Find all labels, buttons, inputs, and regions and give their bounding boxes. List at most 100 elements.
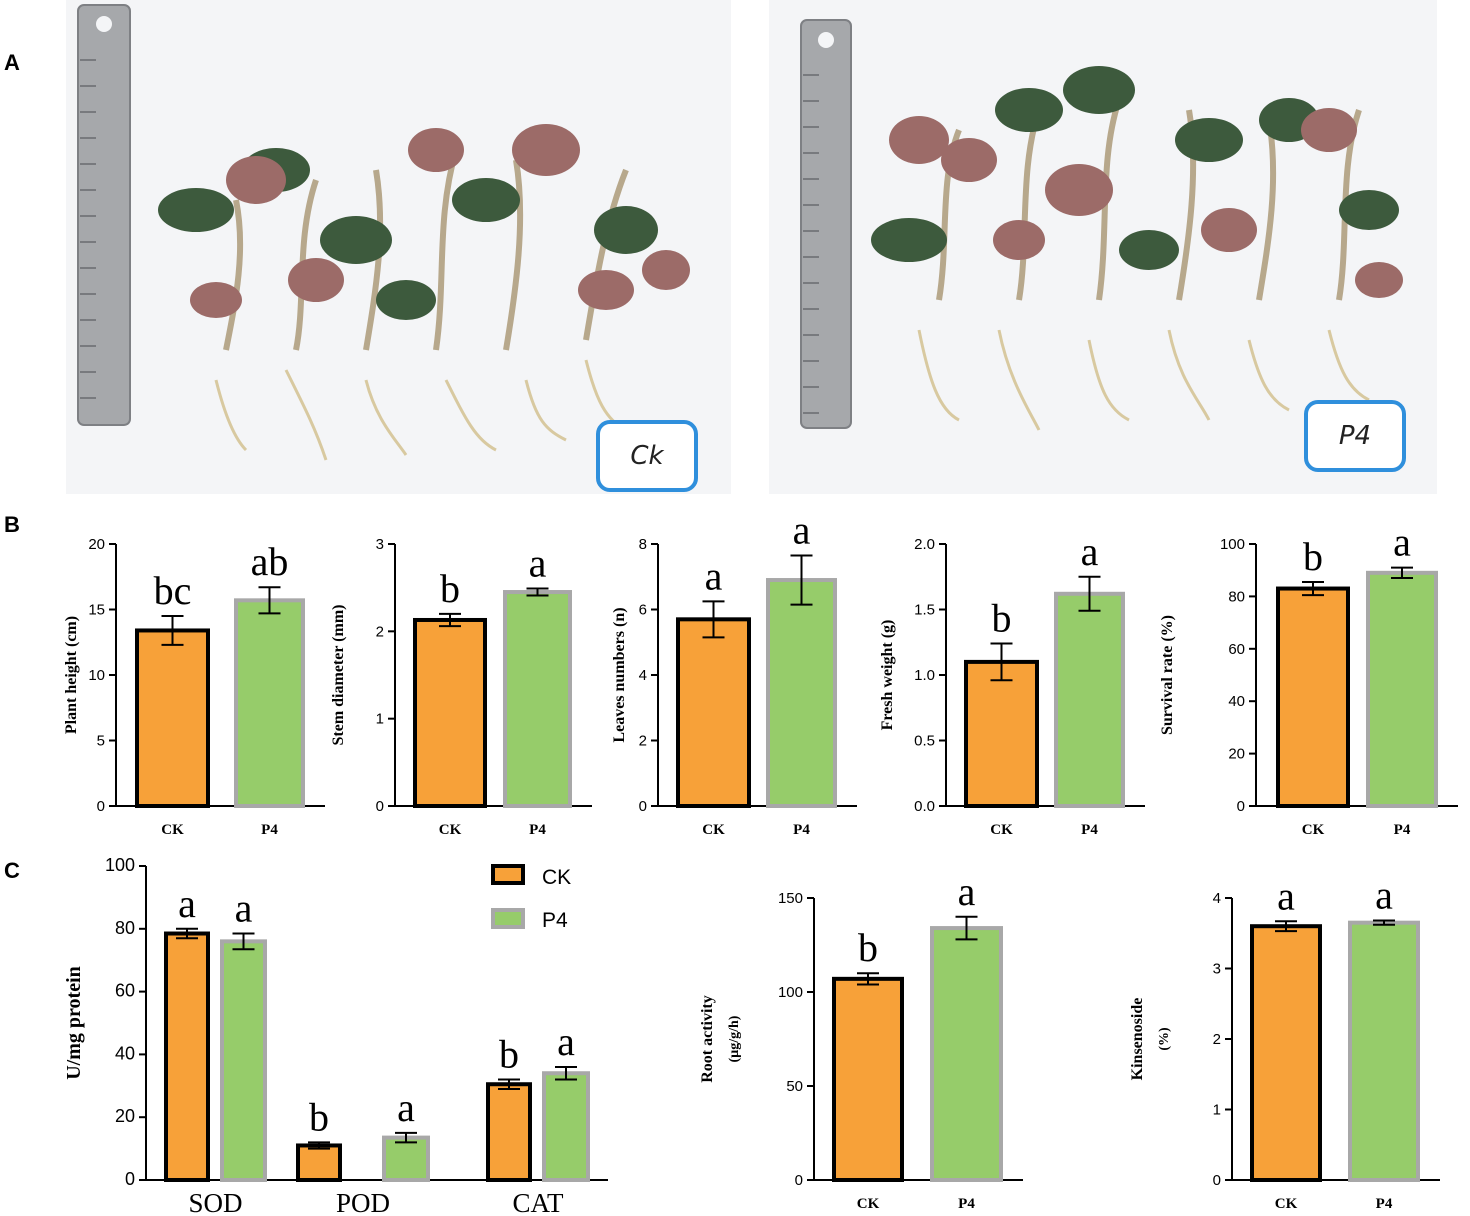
- leaves-numbers-y-label: Leaves numbers (n): [611, 607, 628, 742]
- root-activity-category-label: P4: [958, 1196, 975, 1212]
- panel-label-b: B: [4, 512, 20, 537]
- fresh-weight-ck-significance-letter: b: [992, 596, 1012, 641]
- legend-p4-swatch: [491, 908, 525, 929]
- enzymes-cat-ck-bar: [486, 1082, 532, 1182]
- ck-plants-illustration: [77, 4, 690, 461]
- leaves-numbers-y-tick-label: 4: [639, 667, 647, 684]
- legend-ck-label: CK: [542, 866, 571, 889]
- kinsenoside-ck-significance-letter: a: [1277, 873, 1295, 918]
- kinsenoside-y-tick-label: 1: [1213, 1102, 1221, 1119]
- plant-height-category-label: P4: [261, 822, 278, 838]
- kinsenoside-y-tick-label: 3: [1213, 961, 1221, 978]
- root-activity-y-tick-label: 0: [795, 1172, 803, 1189]
- plant-height-p4-significance-letter: ab: [251, 539, 289, 584]
- fresh-weight-y-tick-label: 1.5: [914, 602, 935, 619]
- kinsenoside-p4-significance-letter: a: [1375, 873, 1393, 918]
- leaves-numbers-ck-bar: [676, 617, 751, 809]
- leaves-numbers-category-label: P4: [793, 822, 810, 838]
- legend-ck-swatch: [491, 864, 525, 885]
- fresh-weight-y-tick-label: 2.0: [914, 536, 935, 553]
- stem-diameter-p4-bar: [503, 590, 572, 808]
- root-activity-y-label-unit: (µg/g/h): [727, 1015, 742, 1062]
- fresh-weight-ck-bar: [964, 659, 1039, 809]
- survival-rate-y-tick-label: 80: [1228, 588, 1245, 605]
- stem-diameter-ck-bar: [413, 617, 487, 808]
- kinsenoside-y-tick-label: 2: [1213, 1031, 1221, 1048]
- root-activity-p4-significance-letter: a: [958, 869, 976, 914]
- enzymes-category-label: SOD: [188, 1188, 242, 1216]
- plant-height-y-tick-label: 15: [88, 602, 105, 619]
- root-activity-y-tick-label: 100: [778, 984, 803, 1001]
- root-activity-category-label: CK: [857, 1196, 880, 1212]
- enzymes-y-tick-label: 60: [115, 981, 135, 1001]
- stem-diameter-category-label: CK: [439, 822, 462, 838]
- stem-diameter-y-label: Stem diameter (mm): [330, 605, 347, 746]
- plant-height-y-label: Plant height (cm): [63, 616, 80, 734]
- ck-label-tag: Ck: [596, 420, 698, 492]
- stem-diameter-y-tick-label: 2: [376, 623, 384, 640]
- ck-plants-photo: Ck: [66, 0, 731, 494]
- root-activity-y-label: Root activity: [699, 995, 716, 1083]
- p4-label-tag: P4: [1304, 400, 1406, 472]
- kinsenoside-y-label: Kinsenoside: [1129, 998, 1146, 1081]
- fresh-weight-y-tick-label: 0.5: [914, 733, 935, 750]
- root-activity-p4-bar: [930, 926, 1003, 1183]
- survival-rate-y-tick-label: 100: [1220, 536, 1245, 553]
- root-activity-y-tick-label: 50: [786, 1078, 803, 1095]
- root-activity-y-tick-label: 150: [778, 890, 803, 907]
- kinsenoside-category-label: P4: [1376, 1196, 1393, 1212]
- enzymes-y-tick-label: 20: [115, 1106, 135, 1126]
- enzymes-y-tick-label: 80: [115, 918, 135, 938]
- kinsenoside-y-label-unit: (%): [1157, 1027, 1172, 1051]
- leaves-numbers-y-tick-label: 6: [639, 602, 647, 619]
- plant-height-y-tick-label: 0: [97, 798, 105, 815]
- survival-rate-y-label: Survival rate (%): [1159, 615, 1176, 735]
- plant-height-ck-bar: [135, 628, 210, 809]
- survival-rate-y-tick-label: 40: [1228, 693, 1245, 710]
- kinsenoside-p4-bar: [1348, 920, 1420, 1182]
- leaves-numbers-y-tick-label: 0: [639, 798, 647, 815]
- legend-p4-label: P4: [542, 909, 568, 932]
- enzymes-category-label: POD: [336, 1188, 390, 1216]
- enzymes-cat-p4-bar: [542, 1071, 590, 1182]
- leaves-numbers-p4-bar: [766, 578, 837, 809]
- enzymes-y-tick-label: 100: [105, 855, 135, 875]
- survival-rate-category-label: CK: [1302, 822, 1325, 838]
- fresh-weight-y-tick-label: 1.0: [914, 667, 935, 684]
- fresh-weight-p4-significance-letter: a: [1081, 529, 1099, 574]
- plant-height-p4-bar: [234, 598, 305, 809]
- p4-plants-photo: P4: [769, 0, 1437, 494]
- kinsenoside-y-tick-label: 4: [1213, 890, 1221, 907]
- kinsenoside-ck-bar: [1250, 924, 1322, 1183]
- enzymes-y-tick-label: 0: [125, 1169, 135, 1189]
- fresh-weight-category-label: CK: [990, 822, 1013, 838]
- fresh-weight-category-label: P4: [1081, 822, 1098, 838]
- leaves-numbers-y-tick-label: 8: [639, 536, 647, 553]
- plant-height-y-tick-label: 10: [88, 667, 105, 684]
- stem-diameter-y-tick-label: 0: [376, 798, 384, 815]
- plant-height-y-tick-label: 5: [97, 733, 105, 750]
- stem-diameter-category-label: P4: [529, 822, 546, 838]
- enzymes-pod-p4-significance-letter: a: [397, 1085, 415, 1130]
- enzymes-pod-ck-significance-letter: b: [309, 1094, 329, 1139]
- root-activity-ck-significance-letter: b: [858, 925, 878, 970]
- plant-height-ck-significance-letter: bc: [154, 568, 192, 613]
- enzymes-cat-p4-significance-letter: a: [557, 1019, 575, 1064]
- panel-label-c: C: [4, 858, 20, 883]
- enzymes-category-label: CAT: [512, 1188, 564, 1216]
- fresh-weight-y-tick-label: 0.0: [914, 798, 935, 815]
- kinsenoside-y-tick-label: 0: [1213, 1172, 1221, 1189]
- enzymes-cat-ck-significance-letter: b: [499, 1032, 519, 1077]
- fresh-weight-p4-bar: [1054, 591, 1125, 809]
- plant-height-y-tick-label: 20: [88, 536, 105, 553]
- leaves-numbers-p4-significance-letter: a: [793, 507, 811, 552]
- stem-diameter-ck-significance-letter: b: [440, 566, 460, 611]
- enzymes-sod-p4-bar: [220, 939, 267, 1182]
- enzymes-sod-p4-significance-letter: a: [235, 886, 253, 931]
- stem-diameter-p4-significance-letter: a: [529, 541, 547, 586]
- enzymes-y-label: U/mg protein: [63, 966, 85, 1080]
- leaves-numbers-category-label: CK: [702, 822, 725, 838]
- leaves-numbers-ck-significance-letter: a: [705, 553, 723, 598]
- stem-diameter-y-tick-label: 3: [376, 536, 384, 553]
- panel-label-a: A: [4, 50, 20, 75]
